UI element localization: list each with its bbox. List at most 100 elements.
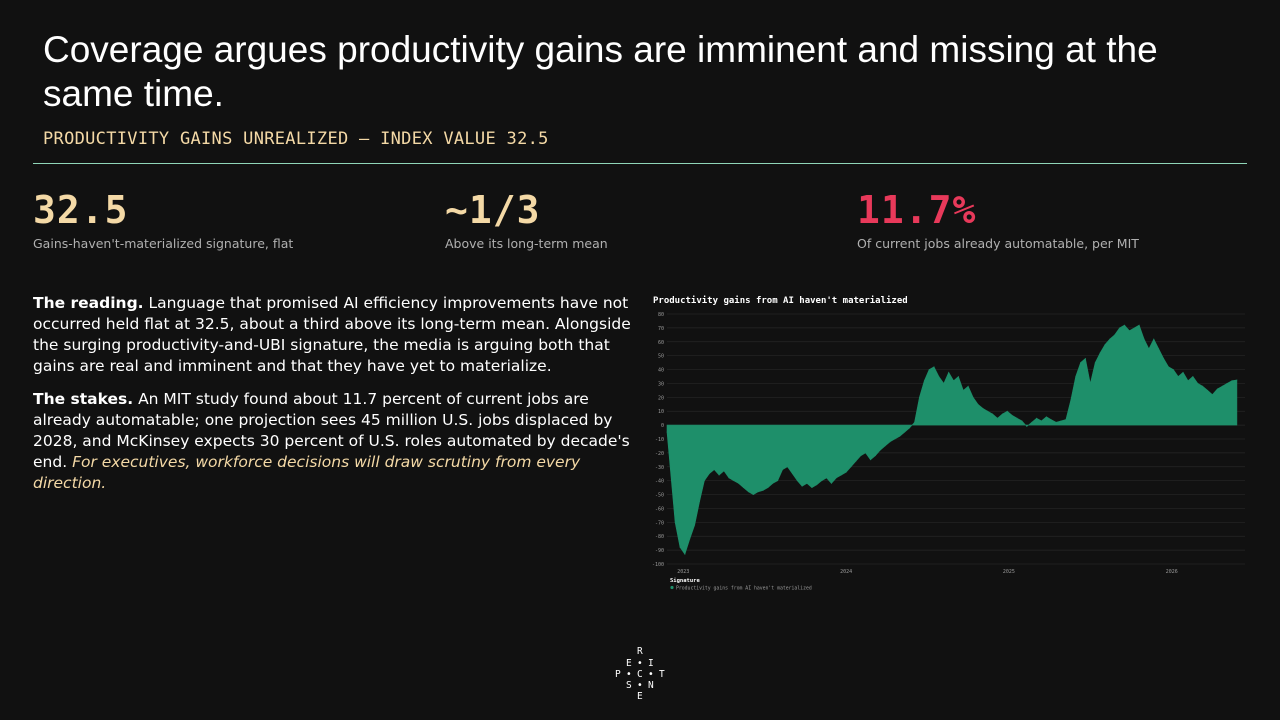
page-subtitle: PRODUCTIVITY GAINS UNREALIZED — INDEX VA… (43, 129, 549, 149)
stat-mean: ~1/3 Above its long-term mean (445, 188, 825, 251)
data-point (1050, 419, 1052, 420)
data-point (718, 474, 720, 476)
page-title: Coverage argues productivity gains are i… (43, 29, 1158, 114)
data-point (845, 471, 847, 473)
data-point (870, 459, 871, 461)
logo-letter: P (615, 669, 621, 680)
data-point (1119, 327, 1120, 329)
data-point (933, 366, 935, 368)
logo-letter: R (637, 646, 643, 657)
data-point (1075, 376, 1077, 377)
data-point (831, 483, 832, 484)
data-point (889, 441, 891, 443)
y-tick-label: -100 (652, 562, 664, 568)
data-point (728, 477, 730, 479)
data-point (1216, 388, 1218, 390)
data-point (826, 477, 827, 479)
data-point (1192, 376, 1194, 377)
data-point (992, 413, 993, 415)
y-tick-label: 0 (661, 423, 664, 429)
data-point (884, 445, 886, 447)
y-tick-label: 10 (658, 409, 664, 415)
logo-letter: E (637, 691, 643, 702)
data-point (1197, 383, 1199, 384)
chart-svg: Productivity gains from AI haven't mater… (652, 295, 1245, 592)
data-point (987, 410, 989, 412)
data-point (757, 491, 759, 493)
data-point (787, 466, 788, 468)
data-point (977, 403, 979, 405)
data-point (762, 490, 764, 491)
data-point (1089, 383, 1091, 384)
data-point (801, 485, 803, 487)
logo-dot: • (626, 669, 632, 680)
data-point (1148, 348, 1150, 350)
data-point (1231, 380, 1233, 382)
data-point (1041, 420, 1042, 422)
data-point (840, 474, 842, 476)
logo-letter: E (626, 658, 632, 669)
data-point (689, 538, 691, 540)
data-point (1158, 348, 1160, 350)
data-point (1202, 385, 1204, 387)
stakes-paragraph: The stakes. An MIT study found about 11.… (33, 389, 633, 494)
x-tick-label: 2024 (840, 569, 852, 575)
logo: R E • I P • C • T S • N E (606, 646, 676, 702)
data-point (1021, 420, 1023, 422)
data-point (1153, 338, 1155, 340)
data-point (865, 452, 866, 454)
y-tick-label: -20 (655, 451, 664, 457)
data-point (948, 371, 950, 373)
data-point (1163, 358, 1164, 359)
data-point (738, 483, 739, 484)
stat-automatable: 11.7% Of current jobs already automatabl… (857, 188, 1237, 251)
data-point (1104, 344, 1106, 345)
data-point (1006, 410, 1008, 412)
logo-letter: I (648, 658, 654, 669)
logo-letter: T (659, 669, 665, 680)
logo-letter: N (648, 680, 654, 691)
data-point (1124, 324, 1125, 326)
data-point (782, 469, 783, 470)
data-point (1114, 334, 1116, 336)
legend-swatch (670, 585, 674, 590)
data-point (943, 383, 945, 384)
body-text: The reading. Language that promised AI e… (33, 293, 633, 506)
data-point (972, 396, 974, 398)
data-point (850, 466, 852, 468)
stakes-italic: For executives, workforce decisions will… (33, 453, 581, 492)
logo-dot: • (637, 680, 643, 691)
data-point (860, 455, 862, 457)
data-point (1226, 383, 1228, 384)
stat-value: 32.5 (33, 188, 129, 232)
data-point (1026, 426, 1028, 427)
data-point (967, 385, 969, 387)
data-point (811, 487, 813, 488)
y-tick-label: 20 (658, 395, 664, 401)
data-point (997, 417, 998, 419)
x-tick-label: 2026 (1166, 569, 1178, 575)
legend-item: Productivity gains from AI haven't mater… (676, 586, 812, 592)
y-tick-label: 30 (658, 381, 664, 387)
data-point (1177, 376, 1179, 377)
data-point (1173, 369, 1174, 370)
data-point (733, 480, 735, 482)
data-point (928, 369, 930, 370)
data-point (1133, 327, 1135, 329)
data-point (1031, 421, 1033, 423)
stat-caption: Above its long-term mean (445, 236, 608, 251)
y-tick-label: -50 (655, 493, 664, 499)
stat-value: 11.7% (857, 188, 977, 232)
data-point (879, 449, 881, 451)
data-point (1187, 380, 1189, 382)
data-point (909, 427, 910, 429)
data-point (1129, 330, 1130, 332)
data-point (674, 521, 676, 523)
data-point (748, 491, 749, 493)
stat-caption: Gains-haven't-materialized signature, fl… (33, 236, 294, 251)
data-point (699, 501, 700, 502)
data-point (1236, 379, 1238, 381)
divider (33, 163, 1247, 164)
data-point (962, 390, 964, 391)
data-point (919, 396, 920, 398)
